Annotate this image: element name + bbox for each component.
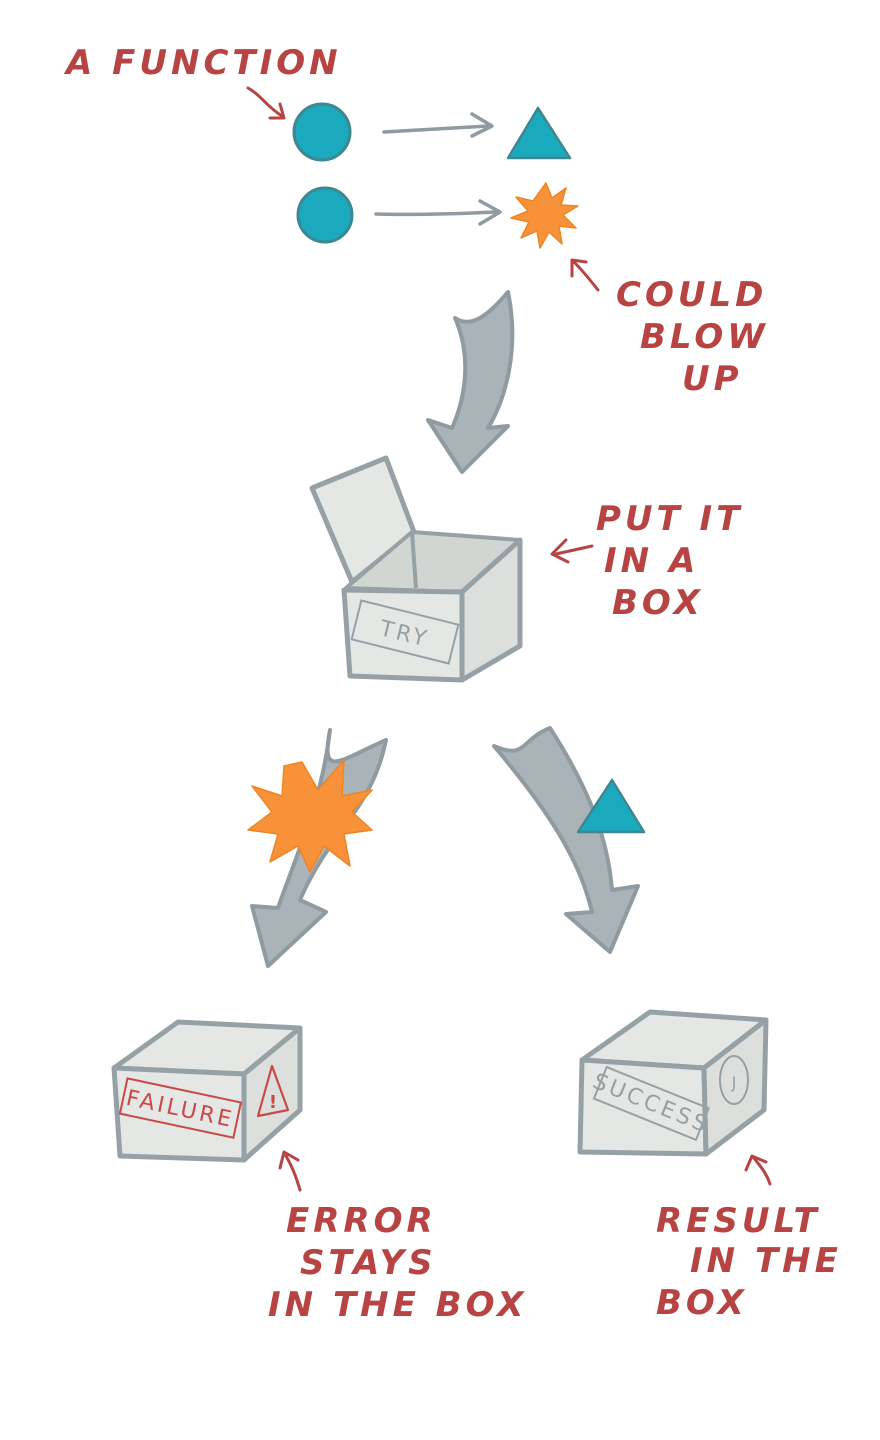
label-stays: STAYS [300,1243,437,1283]
try-box: TRY [309,455,594,683]
check-mark: J [731,1073,737,1092]
map-arrow-top [382,124,490,134]
warning-triangle-icon [256,1064,290,1118]
success-branch [492,726,646,954]
arrow-to-try-box [426,290,515,474]
error-pointer [284,1154,302,1192]
label-in-a: IN A [604,541,699,581]
input-circle-top [292,102,352,162]
put-in-box-pointer [554,544,594,556]
map-arrow-bottom [374,210,498,217]
map-arrow-bottom-head [478,199,502,226]
output-explosion-icon [510,182,579,249]
output-triangle [506,106,572,160]
function-label-pointer-arrow [246,86,284,118]
failure-box-side [241,1025,303,1163]
function-label-pointer-head [268,102,286,120]
label-could: COULD [616,275,767,315]
success-box-side [701,1017,769,1157]
label-in-the: IN THE [690,1241,842,1281]
label-error: ERROR [286,1201,437,1241]
label-in-the-box: IN THE BOX [268,1285,527,1325]
success-box: SUCCESS J [577,1009,772,1186]
try-box-side [459,537,523,683]
input-circle-bottom [296,186,354,244]
label-result-box: BOX [656,1283,748,1323]
success-triangle [576,778,646,834]
failure-box: FAILURE ! [111,1019,303,1192]
label-up: UP [682,359,743,399]
labels: A FUNCTION COULD BLOW UP PUT IT IN A BOX… [63,43,842,1325]
blowup-pointer-head [570,258,588,278]
warning-mark: ! [269,1092,277,1113]
label-put-it: PUT IT [596,499,743,539]
success-arrow [492,726,640,954]
label-box: BOX [612,583,704,623]
function-mapping [246,86,600,292]
label-blow: BLOW [640,317,769,357]
result-pointer-head [744,1154,768,1172]
error-pointer-head [278,1150,300,1170]
failure-explosion-icon [247,759,373,873]
label-result: RESULT [656,1201,821,1241]
blowup-pointer-arrow [572,260,600,292]
check-seal-icon [719,1055,749,1105]
try-box-inner-edge [410,531,418,589]
put-in-box-pointer-head [550,538,570,564]
map-arrow-top-head [470,112,494,138]
failure-branch [247,728,388,968]
big-arrow-down [426,290,515,474]
result-pointer [752,1156,772,1186]
label-a-function: A FUNCTION [63,43,342,83]
